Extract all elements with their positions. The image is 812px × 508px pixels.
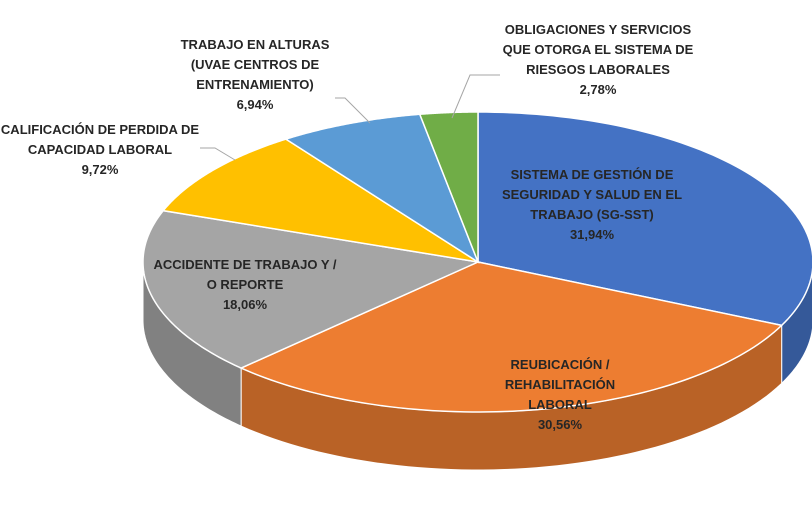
category-label: REUBICACIÓN / REHABILITACIÓN LABORAL [504, 357, 616, 412]
category-label: TRABAJO EN ALTURAS (UVAE CENTROS DE ENTR… [180, 37, 330, 92]
pie-slice [142, 209, 481, 369]
pie-slice [477, 111, 812, 327]
leader-line [335, 97, 371, 124]
value-label: 30,56% [537, 417, 583, 432]
category-label: ACCIDENTE DE TRABAJO Y / O REPORTE [153, 257, 337, 292]
leader-line [451, 74, 500, 119]
category-label: OBLIGACIONES Y SERVICIOS QUE OTORGA EL S… [502, 22, 694, 77]
pie-slice [161, 138, 479, 263]
data-label: TRABAJO EN ALTURAS (UVAE CENTROS DE ENTR… [170, 35, 340, 115]
data-label: ACCIDENTE DE TRABAJO Y / O REPORTE 18,06% [150, 255, 340, 315]
category-label: CALIFICACIÓN DE PERDIDA DE CAPACIDAD LAB… [0, 122, 200, 157]
value-label: 18,06% [222, 297, 268, 312]
pie-slice [284, 113, 480, 264]
value-label: 9,72% [81, 162, 119, 177]
data-label: REUBICACIÓN / REHABILITACIÓN LABORAL 30,5… [485, 355, 635, 435]
value-label: 2,78% [579, 82, 617, 97]
category-label: SISTEMA DE GESTIÓN DE SEGURIDAD Y SALUD … [501, 167, 683, 222]
pie-slice [239, 261, 784, 413]
data-label: CALIFICACIÓN DE PERDIDA DE CAPACIDAD LAB… [0, 120, 200, 180]
value-label: 31,94% [569, 227, 615, 242]
pie-slice [418, 111, 479, 263]
data-label: OBLIGACIONES Y SERVICIOS QUE OTORGA EL S… [498, 20, 698, 100]
data-label: SISTEMA DE GESTIÓN DE SEGURIDAD Y SALUD … [500, 165, 685, 245]
leader-line [200, 147, 236, 161]
value-label: 6,94% [236, 97, 274, 112]
